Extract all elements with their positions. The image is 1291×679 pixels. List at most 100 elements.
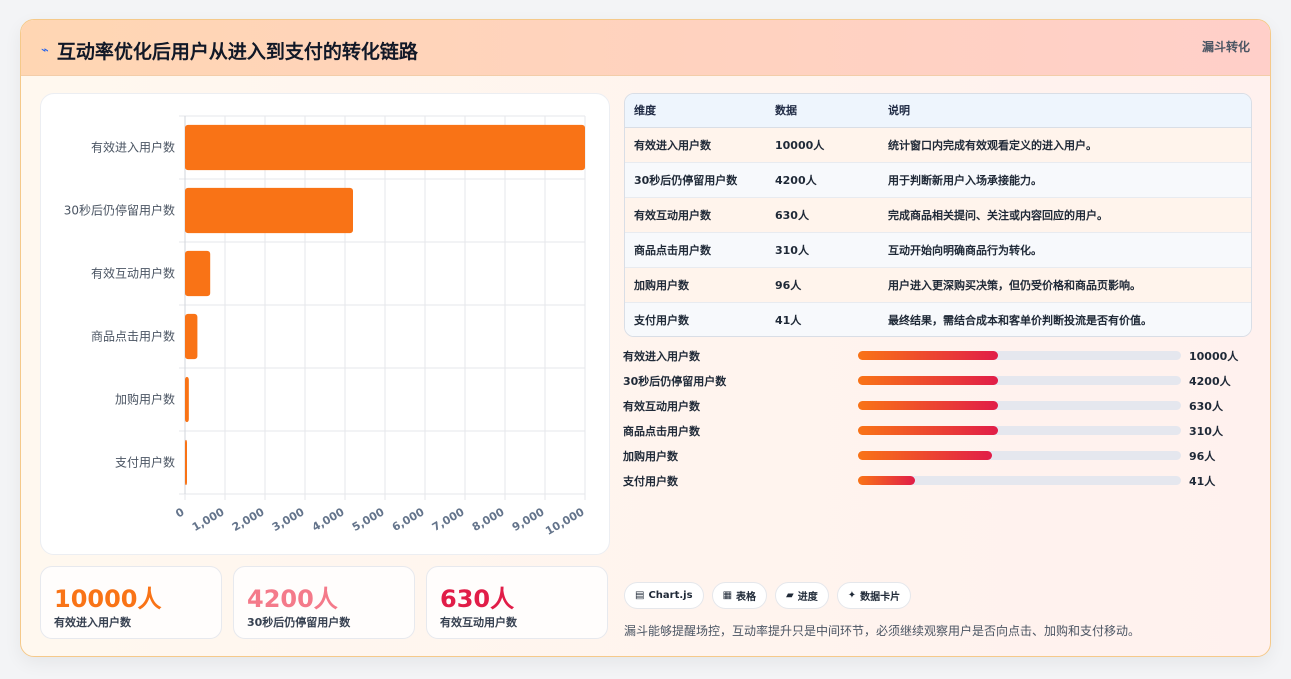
x-tick-label: 10,000	[543, 505, 587, 538]
stat-card-entered: 10000人 有效进入用户数	[40, 566, 222, 639]
progress-value: 41人	[1189, 475, 1216, 488]
table-header-row: 维度 数据 说明	[625, 94, 1251, 128]
chip-progress[interactable]: ▰ 进度	[775, 582, 829, 609]
footer-note: 漏斗能够提醒场控，互动率提升只是中间环节，必须继续观察用户是否向点击、加购和支付…	[624, 624, 1141, 638]
table-cell: 互动开始向明确商品行为转化。	[888, 232, 1251, 268]
bar-3	[185, 313, 198, 360]
stat-card-retained: 4200人 30秒后仍停留用户数	[233, 566, 415, 639]
progress-fill	[858, 376, 999, 385]
x-tick-label: 9,000	[510, 505, 547, 534]
chip-label: 数据卡片	[860, 592, 901, 603]
progress-row: 30秒后仍停留用户数 4200人	[623, 373, 1253, 398]
progress-track	[858, 451, 1181, 460]
table-cell: 630人	[775, 197, 888, 233]
chip-label: Chart.js	[648, 590, 693, 601]
progress-track	[858, 351, 1181, 360]
progress-row: 有效进入用户数 10000人	[623, 348, 1253, 373]
header: ⌁ 互动率优化后用户从进入到支付的转化链路 漏斗转化	[21, 20, 1270, 76]
category-label: 商品点击用户数	[91, 329, 175, 344]
table-row: 加购用户数 96人 用户进入更深购买决策，但仍受价格和商品页影响。	[625, 267, 1251, 303]
chip-data-card[interactable]: ✦ 数据卡片	[836, 582, 912, 609]
stat-label: 30秒后仍停留用户数	[247, 616, 351, 629]
x-tick-label: 6,000	[390, 505, 427, 534]
progress-value: 4200人	[1189, 375, 1231, 388]
x-tick-label: 7,000	[430, 505, 467, 534]
table-row: 有效进入用户数 10000人 统计窗口内完成有效观看定义的进入用户。	[625, 127, 1251, 163]
table-cell: 96人	[775, 267, 888, 303]
table-header: 说明	[888, 94, 1251, 128]
progress-track	[858, 376, 1181, 385]
x-tick-label: 1,000	[190, 505, 227, 534]
table-row: 30秒后仍停留用户数 4200人 用于判断新用户入场承接能力。	[625, 162, 1251, 198]
data-table: 维度 数据 说明 有效进入用户数 10000人 统计窗口内完成有效观看定义的进入…	[624, 93, 1252, 337]
table-cell: 41人	[775, 302, 888, 336]
table-row: 支付用户数 41人 最终结果，需结合成本和客单价判断投流是否有价值。	[625, 302, 1251, 336]
table-cell: 10000人	[775, 127, 888, 163]
progress-list: 有效进入用户数 10000人 30秒后仍停留用户数 4200人 有效互动用户数 …	[623, 348, 1253, 498]
table-cell: 310人	[775, 232, 888, 268]
progress-label: 有效进入用户数	[623, 350, 700, 363]
stat-label: 有效进入用户数	[54, 616, 131, 629]
progress-fill	[858, 451, 993, 460]
progress-row: 有效互动用户数 630人	[623, 398, 1253, 423]
table-cell: 完成商品相关提问、关注或内容回应的用户。	[888, 197, 1251, 233]
progress-row: 加购用户数 96人	[623, 448, 1253, 473]
stat-value: 4200人	[247, 585, 338, 613]
title-wrap: ⌁ 互动率优化后用户从进入到支付的转化链路	[41, 37, 418, 64]
table-cell: 支付用户数	[625, 302, 775, 336]
header-tag: 漏斗转化	[1201, 40, 1250, 54]
progress-track	[858, 476, 1181, 485]
progress-track	[858, 401, 1181, 410]
progress-label: 加购用户数	[623, 450, 678, 463]
progress-fill	[858, 426, 999, 435]
chip-list: ▤ Chart.js ▦ 表格 ▰ 进度 ✦ 数据卡片	[624, 582, 912, 609]
card-icon: ✦	[847, 590, 857, 601]
table-cell: 统计窗口内完成有效观看定义的进入用户。	[888, 127, 1251, 163]
page-title: 互动率优化后用户从进入到支付的转化链路	[56, 41, 418, 63]
progress-value: 96人	[1189, 450, 1216, 463]
table-cell: 有效互动用户数	[625, 197, 775, 233]
progress-value: 310人	[1189, 425, 1223, 438]
bar-0	[185, 124, 585, 171]
table-cell: 用户进入更深购买决策，但仍受价格和商品页影响。	[888, 267, 1251, 303]
progress-fill	[858, 476, 916, 485]
funnel-bar-chart: 有效进入用户数 30秒后仍停留用户数有效互动用户数商品点击用户数加购用户数支付用户…	[64, 115, 587, 538]
table-row: 有效互动用户数 630人 完成商品相关提问、关注或内容回应的用户。	[625, 197, 1251, 233]
progress-value: 630人	[1189, 400, 1223, 413]
x-tick-label: 4,000	[310, 505, 347, 534]
table-header: 数据	[775, 94, 888, 128]
x-tick-label: 3,000	[270, 505, 307, 534]
chip-label: 进度	[797, 592, 818, 603]
x-tick-label: 2,000	[230, 505, 267, 534]
progress-label: 有效互动用户数	[623, 400, 700, 413]
table-cell: 4200人	[775, 162, 888, 198]
progress-track	[858, 426, 1181, 435]
progress-label: 30秒后仍停留用户数	[623, 375, 727, 388]
chip-table[interactable]: ▦ 表格	[711, 582, 768, 609]
category-label: 有效进入用户数	[91, 140, 175, 155]
progress-icon: ▰	[786, 590, 794, 601]
bar-5	[185, 439, 187, 486]
x-tick-label: 0	[173, 505, 186, 520]
bar-2	[185, 250, 211, 297]
table-cell: 最终结果，需结合成本和客单价判断投流是否有价值。	[888, 302, 1251, 336]
stat-value: 10000人	[54, 585, 162, 613]
chart-icon: ▤	[635, 590, 645, 601]
category-label: 支付用户数	[115, 455, 175, 470]
progress-label: 支付用户数	[623, 475, 678, 488]
progress-row: 商品点击用户数 310人	[623, 423, 1253, 448]
progress-fill	[858, 401, 999, 410]
stat-label: 有效互动用户数	[440, 616, 517, 629]
chip-label: 表格	[736, 592, 757, 603]
bar-1	[185, 187, 353, 234]
chip-chartjs[interactable]: ▤ Chart.js	[624, 582, 704, 609]
category-label: 30秒后仍停留用户数	[64, 203, 175, 218]
chart-panel: 有效进入用户数 30秒后仍停留用户数有效互动用户数 商品点击用户数加购用户数支付用户…	[40, 93, 610, 555]
progress-row: 支付用户数 41人	[623, 473, 1253, 498]
table-cell: 30秒后仍停留用户数	[625, 162, 775, 198]
progress-fill	[858, 351, 999, 360]
category-label: 加购用户数	[115, 392, 175, 407]
table-row: 商品点击用户数 310人 互动开始向明确商品行为转化。	[625, 232, 1251, 268]
category-label: 有效互动用户数	[91, 266, 175, 281]
main-card: ⌁ 互动率优化后用户从进入到支付的转化链路 漏斗转化 有效进入用户数 30秒后仍停…	[20, 19, 1271, 657]
